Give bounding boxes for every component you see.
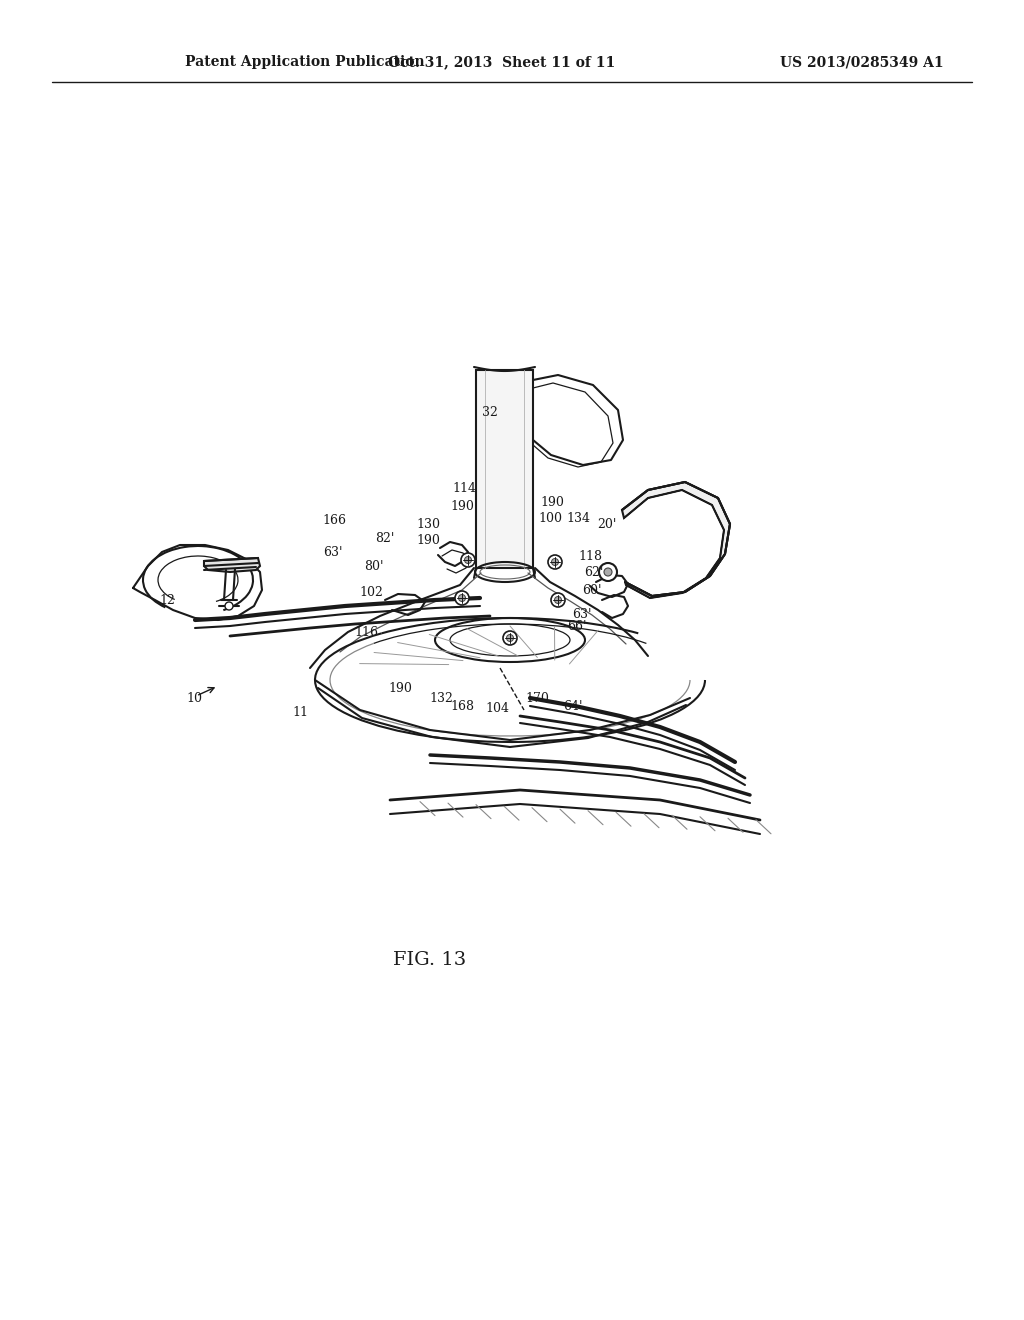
Text: Oct. 31, 2013  Sheet 11 of 11: Oct. 31, 2013 Sheet 11 of 11 [388, 55, 615, 69]
Text: 114: 114 [452, 482, 476, 495]
Text: 32: 32 [482, 405, 498, 418]
Text: 190: 190 [388, 681, 412, 694]
Text: 10: 10 [186, 692, 202, 705]
Text: 134: 134 [566, 511, 590, 524]
Circle shape [604, 568, 612, 576]
Text: 190: 190 [451, 499, 474, 512]
Circle shape [465, 557, 471, 564]
Text: 102: 102 [359, 586, 383, 598]
Text: 63': 63' [324, 545, 343, 558]
Text: 60': 60' [583, 583, 602, 597]
Text: 63': 63' [572, 607, 592, 620]
Circle shape [551, 593, 565, 607]
Text: 82': 82' [376, 532, 394, 544]
Circle shape [225, 602, 233, 610]
Text: 190: 190 [540, 495, 564, 508]
Text: 80': 80' [365, 560, 384, 573]
Text: 104: 104 [485, 701, 509, 714]
Text: FIG. 13: FIG. 13 [393, 950, 467, 969]
Text: 170: 170 [525, 692, 549, 705]
Text: 166: 166 [322, 513, 346, 527]
Circle shape [459, 594, 466, 602]
Polygon shape [204, 558, 260, 572]
Text: 20': 20' [597, 517, 616, 531]
Text: 118: 118 [578, 549, 602, 562]
Text: 190: 190 [416, 533, 440, 546]
Text: 11: 11 [292, 705, 308, 718]
Text: 168: 168 [450, 700, 474, 713]
Circle shape [461, 553, 475, 568]
Text: 116: 116 [354, 626, 378, 639]
Text: 64': 64' [563, 700, 583, 713]
Text: 132: 132 [429, 692, 453, 705]
Circle shape [503, 631, 517, 645]
Circle shape [555, 597, 561, 603]
Circle shape [548, 554, 562, 569]
Text: Patent Application Publication: Patent Application Publication [185, 55, 425, 69]
Circle shape [599, 564, 617, 581]
Polygon shape [622, 482, 730, 598]
Text: 100: 100 [538, 511, 562, 524]
Text: US 2013/0285349 A1: US 2013/0285349 A1 [780, 55, 944, 69]
Circle shape [552, 558, 558, 565]
Text: 130: 130 [416, 517, 440, 531]
Text: 12: 12 [159, 594, 175, 606]
Circle shape [455, 591, 469, 605]
Bar [476, 370, 534, 568]
Text: 62': 62' [585, 565, 604, 578]
Circle shape [507, 635, 513, 642]
Text: 66': 66' [567, 619, 587, 632]
